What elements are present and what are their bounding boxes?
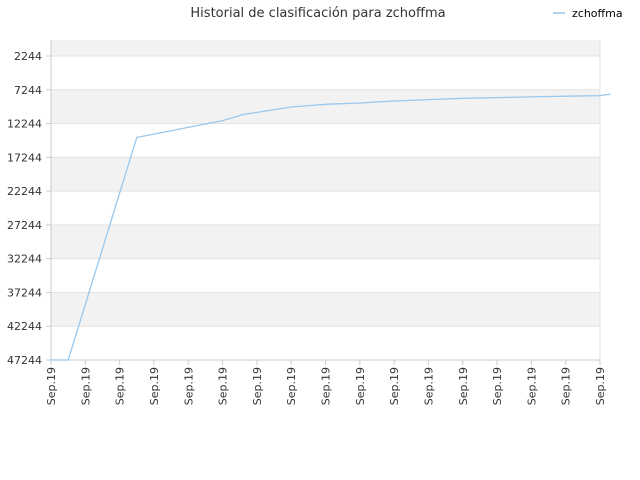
y-axis-ticks: 2244 7244 12244 17244 22244 27244 32244 37244 42… xyxy=(7,50,51,367)
x-tick-label: Sep.19 xyxy=(114,367,127,405)
x-tick-label: Sep.19 xyxy=(525,367,538,405)
y-tick-label: 2244 xyxy=(14,50,42,63)
x-tick-label: Sep.19 xyxy=(285,367,298,405)
y-tick-label: 27244 xyxy=(7,219,42,232)
x-tick-label: Sep.19 xyxy=(320,367,333,405)
y-tick-label: 12244 xyxy=(7,118,42,131)
series-line-zchoffma xyxy=(51,93,611,361)
y-tick-label: 47244 xyxy=(7,354,42,367)
y-tick-label: 17244 xyxy=(7,151,42,164)
x-tick-label: Sep.19 xyxy=(491,367,504,405)
y-tick-label: 37244 xyxy=(7,286,42,299)
x-tick-label: Sep.19 xyxy=(79,367,92,405)
plot-band xyxy=(51,292,600,327)
x-tick-label: Sep.19 xyxy=(45,367,58,405)
x-tick-label: Sep.19 xyxy=(354,367,367,405)
y-tick-label: 7244 xyxy=(14,84,42,97)
plot-band xyxy=(51,224,600,259)
series-layer xyxy=(51,93,611,361)
x-tick-label: Sep.19 xyxy=(217,367,230,405)
x-axis-ticks: Sep.19 Sep.19 Sep.19 Sep.19 Sep.19 Sep.19 Sep.… xyxy=(45,360,607,405)
plot-band xyxy=(51,89,600,124)
plot-band xyxy=(51,123,600,158)
x-tick-label: Sep.19 xyxy=(422,367,435,405)
plot-band xyxy=(51,157,600,192)
plot-band xyxy=(51,40,600,56)
legend-label-zchoffma: zchoffma xyxy=(572,7,623,20)
x-tick-label: Sep.19 xyxy=(560,367,573,405)
x-tick-label: Sep.19 xyxy=(594,367,607,405)
y-tick-label: 42244 xyxy=(7,320,42,333)
plot-background xyxy=(51,40,600,360)
plot-band xyxy=(51,326,600,360)
x-tick-label: Sep.19 xyxy=(457,367,470,405)
x-tick-label: Sep.19 xyxy=(182,367,195,405)
plot-band xyxy=(51,258,600,293)
legend: zchoffma xyxy=(553,7,623,20)
y-tick-label: 32244 xyxy=(7,253,42,266)
plot-band xyxy=(51,56,600,90)
y-tick-label: 22244 xyxy=(7,185,42,198)
x-tick-label: Sep.19 xyxy=(148,367,161,405)
chart-title: Historial de clasificación para zchoffma xyxy=(190,6,445,21)
x-tick-label: Sep.19 xyxy=(251,367,264,405)
plot-band xyxy=(51,191,600,225)
x-tick-label: Sep.19 xyxy=(388,367,401,405)
